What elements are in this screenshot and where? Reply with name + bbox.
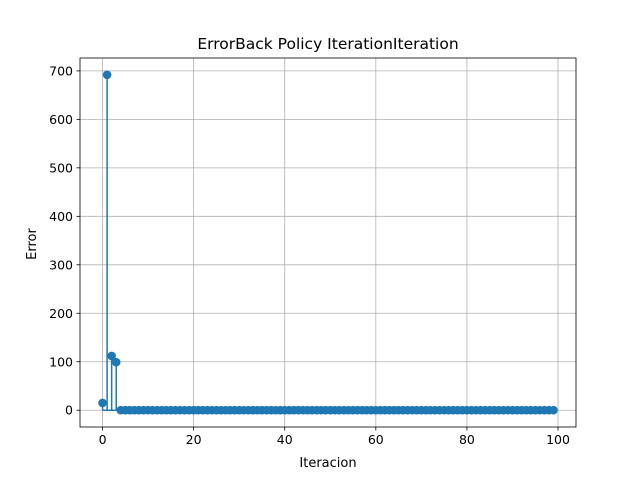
stem-series	[98, 70, 558, 415]
x-tick-label: 0	[99, 432, 107, 447]
stem-marker	[102, 70, 112, 80]
x-axis-label: Iteracion	[299, 456, 356, 471]
x-tick-label: 100	[546, 432, 570, 447]
x-tick-label: 60	[368, 432, 384, 447]
x-tick-label: 20	[186, 432, 202, 447]
stem-marker	[98, 398, 107, 408]
y-tick-label: 400	[49, 209, 73, 224]
x-tick-label: 80	[459, 432, 475, 447]
y-tick-label: 500	[49, 160, 73, 175]
y-tick-label: 300	[49, 257, 73, 272]
y-axis-label: Error	[25, 228, 40, 260]
y-tick-label: 0	[65, 403, 73, 418]
x-tick-label: 40	[277, 432, 293, 447]
chart-title: ErrorBack Policy IterationIteration	[197, 35, 458, 53]
grid-lines	[80, 58, 576, 427]
y-tick-label: 100	[49, 354, 73, 369]
y-tick-label: 600	[49, 112, 73, 127]
y-tick-label: 700	[49, 63, 73, 78]
y-tick-label: 200	[49, 306, 73, 321]
plot-frame	[79, 57, 577, 428]
stem-marker	[111, 357, 121, 367]
axis-ticks: 0 20 40 60 80 100 0 100 200 300 400 500 600 700	[49, 63, 570, 447]
stem-marker	[107, 351, 116, 361]
stem-marker	[549, 405, 558, 415]
